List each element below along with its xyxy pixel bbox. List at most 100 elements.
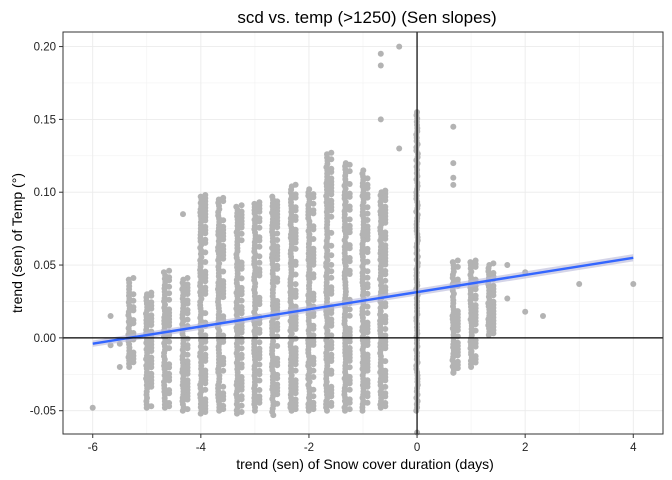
data-point bbox=[450, 160, 457, 167]
data-point bbox=[148, 299, 155, 306]
data-point bbox=[346, 255, 353, 261]
data-point bbox=[364, 210, 371, 217]
data-point bbox=[377, 116, 384, 123]
data-point bbox=[256, 345, 263, 352]
data-point bbox=[328, 274, 335, 281]
data-point bbox=[472, 257, 479, 264]
data-point bbox=[256, 367, 263, 374]
data-point bbox=[238, 409, 245, 415]
data-point bbox=[346, 190, 353, 197]
data-point bbox=[310, 245, 317, 252]
data-point bbox=[364, 281, 371, 288]
data-point bbox=[180, 211, 186, 218]
data-point bbox=[292, 335, 299, 342]
data-point bbox=[328, 261, 335, 268]
data-point bbox=[346, 386, 353, 393]
panel-border bbox=[62, 31, 664, 435]
y-axis: -0.05 0.00 0.05 0.10 0.15 0.20 bbox=[30, 42, 63, 418]
data-point bbox=[256, 294, 263, 301]
data-point bbox=[238, 230, 245, 237]
data-point bbox=[382, 326, 389, 332]
x-tick-label: 2 bbox=[522, 442, 528, 454]
x-axis-title: trend (sen) of Snow cover duration (days… bbox=[236, 456, 494, 472]
data-point bbox=[125, 276, 132, 283]
data-point bbox=[256, 339, 263, 346]
data-point bbox=[364, 245, 371, 252]
data-point bbox=[576, 281, 583, 287]
data-point bbox=[166, 296, 173, 303]
data-point bbox=[450, 369, 457, 376]
data-point bbox=[454, 257, 461, 264]
data-point bbox=[256, 224, 263, 231]
data-point bbox=[107, 313, 114, 319]
data-point bbox=[202, 268, 209, 275]
data-point bbox=[382, 203, 389, 210]
data-point bbox=[490, 282, 497, 289]
data-point bbox=[256, 199, 263, 206]
data-point bbox=[346, 222, 353, 229]
data-point bbox=[472, 337, 479, 344]
data-point bbox=[220, 383, 227, 390]
data-point bbox=[346, 406, 353, 413]
data-point bbox=[184, 281, 191, 288]
data-point bbox=[184, 275, 191, 281]
data-point bbox=[310, 207, 317, 214]
data-point bbox=[328, 338, 335, 345]
data-point bbox=[220, 313, 227, 320]
data-point bbox=[220, 194, 227, 201]
data-point bbox=[238, 402, 245, 409]
x-tick-label: 0 bbox=[414, 442, 420, 454]
data-point bbox=[148, 403, 155, 410]
data-point bbox=[382, 383, 389, 390]
data-point bbox=[166, 387, 173, 394]
data-point bbox=[292, 396, 299, 403]
data-point bbox=[364, 204, 371, 211]
reference-lines bbox=[63, 32, 663, 434]
data-point bbox=[148, 289, 155, 296]
data-point bbox=[382, 187, 389, 194]
data-point bbox=[540, 313, 546, 319]
y-tick-label: 0.15 bbox=[34, 114, 56, 126]
data-point bbox=[382, 229, 389, 236]
data-point bbox=[472, 292, 479, 299]
data-point bbox=[449, 259, 456, 266]
regression-fit bbox=[92, 254, 634, 347]
data-point bbox=[148, 312, 155, 319]
data-point bbox=[450, 123, 457, 130]
data-point bbox=[238, 304, 245, 310]
data-point bbox=[364, 319, 371, 326]
y-tick-label: 0.00 bbox=[34, 333, 56, 345]
data-point bbox=[274, 320, 281, 327]
data-point bbox=[346, 306, 353, 313]
data-point bbox=[238, 351, 245, 358]
chart-title: scd vs. temp (>1250) (Sen slopes) bbox=[237, 8, 496, 27]
data-point bbox=[238, 202, 245, 209]
data-point bbox=[310, 191, 317, 198]
data-point bbox=[202, 236, 209, 243]
data-point bbox=[364, 274, 371, 281]
data-point bbox=[630, 281, 637, 287]
data-point bbox=[342, 160, 349, 167]
data-point bbox=[364, 310, 371, 316]
data-point bbox=[504, 295, 511, 302]
fit-line bbox=[92, 256, 634, 345]
y-axis-title: trend (sen) of Temp (°) bbox=[9, 173, 25, 313]
data-point bbox=[197, 193, 204, 200]
gridlines bbox=[63, 32, 663, 434]
data-point bbox=[202, 259, 209, 265]
data-point bbox=[166, 267, 173, 274]
data-point bbox=[346, 203, 353, 210]
data-point bbox=[472, 353, 479, 360]
data-point bbox=[346, 216, 353, 223]
data-point bbox=[396, 145, 403, 152]
data-point bbox=[256, 259, 263, 266]
data-point bbox=[202, 351, 209, 358]
data-point bbox=[364, 181, 371, 188]
data-point bbox=[256, 243, 263, 250]
data-point bbox=[382, 313, 389, 320]
y-tick-label: -0.05 bbox=[30, 406, 56, 418]
data-point bbox=[256, 393, 263, 400]
data-point bbox=[522, 308, 529, 315]
data-point bbox=[269, 193, 276, 200]
